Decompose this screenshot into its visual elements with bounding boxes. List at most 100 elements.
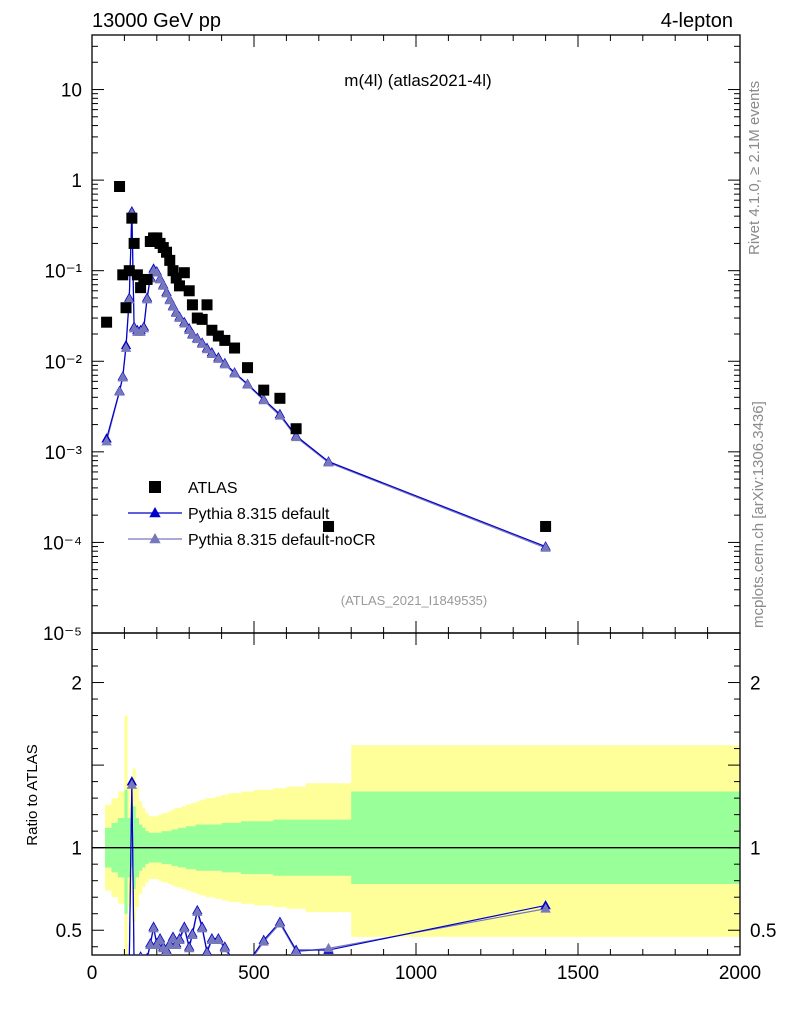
ratio-marker-default	[129, 961, 139, 970]
mc-marker-nocr	[540, 542, 551, 552]
ratio-y-axis-label: Ratio to ATLAS	[24, 744, 41, 845]
data-point	[167, 265, 179, 277]
ratio-marker-default	[145, 952, 149, 955]
data-point	[131, 269, 143, 281]
data-point	[128, 237, 140, 249]
mc-marker-nocr	[151, 267, 163, 277]
ratio-marker-nocr	[129, 963, 139, 972]
inner-uncertainty-band	[104, 789, 740, 914]
main-series-layer	[101, 181, 552, 552]
mc-marker-nocr	[120, 342, 132, 352]
x-tick-label: 1500	[557, 963, 599, 984]
legend: ATLAS Pythia 8.315 default Pythia 8.315 de…	[128, 480, 376, 549]
ratio-marker-nocr	[323, 942, 334, 953]
mc-marker-nocr	[213, 353, 224, 363]
ratio-y-tick-label-right: 1	[750, 839, 761, 860]
mc-marker-nocr	[158, 280, 169, 290]
data-point	[101, 316, 113, 328]
y-tick-label: 10⁻⁵	[43, 624, 82, 645]
mc-marker-nocr	[101, 436, 112, 446]
ratio-marker-nocr	[167, 932, 179, 943]
ratio-marker-nocr	[540, 903, 551, 913]
x-tick-label: 2000	[719, 963, 761, 984]
ratio-marker-default	[132, 966, 142, 975]
data-point	[196, 313, 208, 325]
y-tick-label: 10	[61, 81, 82, 102]
ratio-marker-nocr	[154, 934, 166, 944]
ratio-marker-nocr	[124, 958, 134, 967]
mc-marker-nocr	[290, 431, 302, 442]
mc-marker-nocr	[164, 294, 175, 305]
data-point	[173, 280, 185, 292]
ratio-marker-nocr	[179, 923, 190, 933]
data-point	[123, 265, 135, 277]
data-point	[114, 181, 126, 193]
data-point	[323, 520, 335, 532]
data-point	[274, 392, 286, 404]
legend-label: Pythia 8.315 default-noCR	[188, 532, 376, 549]
mc-marker-nocr	[201, 343, 213, 354]
data-point	[126, 212, 138, 224]
mc-marker-nocr	[117, 372, 129, 382]
data-point	[242, 362, 254, 374]
process-label: 4-lepton	[661, 10, 733, 32]
mc-marker-nocr	[187, 329, 198, 339]
mc-marker-nocr	[124, 294, 135, 304]
mc-marker-nocr	[141, 294, 153, 304]
data-point	[141, 273, 153, 285]
mc-marker-nocr	[154, 273, 166, 284]
y-tick-label: 10⁻²	[45, 352, 83, 373]
x-tick-label: 1000	[395, 963, 437, 984]
data-point	[183, 285, 195, 297]
legend-marker-default	[149, 507, 161, 518]
ratio-marker-nocr	[291, 946, 302, 955]
legend-marker-nocr	[149, 533, 161, 544]
data-point	[164, 254, 176, 266]
ratio-marker-nocr	[148, 923, 159, 933]
ratio-marker-nocr	[203, 947, 212, 955]
ratio-marker-nocr	[183, 942, 195, 953]
main-plot: 10 1 10⁻¹ 10⁻² 10⁻³ 10⁻⁴ 10⁻⁵ m(4l) (atlas2021-…	[43, 34, 741, 645]
data-point	[161, 246, 173, 258]
mc-marker-nocr	[242, 379, 253, 389]
x-tick-label: 500	[238, 963, 270, 984]
ratio-marker-nocr	[139, 952, 142, 955]
data-point	[186, 299, 198, 311]
ratio-y-tick-label-right: 0.5	[750, 921, 776, 942]
mc-marker-nocr	[258, 394, 269, 405]
ratio-marker-nocr	[258, 936, 269, 946]
legend-label: ATLAS	[188, 480, 238, 497]
ratio-y-tick-label-left: 0.5	[56, 921, 82, 942]
data-point	[135, 282, 147, 294]
ratio-y-tick-label-left: 2	[71, 674, 82, 695]
data-point	[540, 520, 552, 532]
ratio-marker-nocr	[192, 906, 203, 916]
mc-marker-nocr	[161, 287, 172, 298]
ratio-y-tick-label-left: 1	[71, 839, 82, 860]
ratio-marker-nocr	[139, 959, 149, 968]
ratio-marker-nocr	[151, 939, 163, 949]
data-point	[229, 342, 241, 354]
ratio-marker-nocr	[187, 929, 198, 940]
mc-marker-nocr	[192, 333, 203, 344]
ratio-marker-nocr	[196, 923, 208, 933]
data-point	[117, 269, 129, 281]
ratio-marker-default	[138, 951, 143, 955]
mc-marker-nocr	[114, 386, 125, 396]
ratio-marker-nocr	[213, 934, 224, 944]
ratio-marker-nocr	[161, 946, 172, 955]
legend-marker-atlas	[149, 481, 161, 493]
x-tick-label: 0	[87, 963, 98, 984]
mc-marker-nocr	[219, 359, 231, 369]
data-point	[170, 272, 182, 284]
ratio-marker-nocr	[132, 968, 142, 977]
data-point	[258, 384, 270, 396]
y-tick-label: 10⁻³	[45, 443, 83, 464]
analysis-watermark: (ATLAS_2021_I1849535)	[341, 593, 487, 608]
ratio-marker-default	[124, 958, 134, 967]
data-point	[178, 267, 190, 279]
data-point	[120, 302, 132, 314]
ratio-marker-nocr	[174, 934, 185, 944]
plot-title: m(4l) (atlas2021-4l)	[344, 71, 491, 90]
